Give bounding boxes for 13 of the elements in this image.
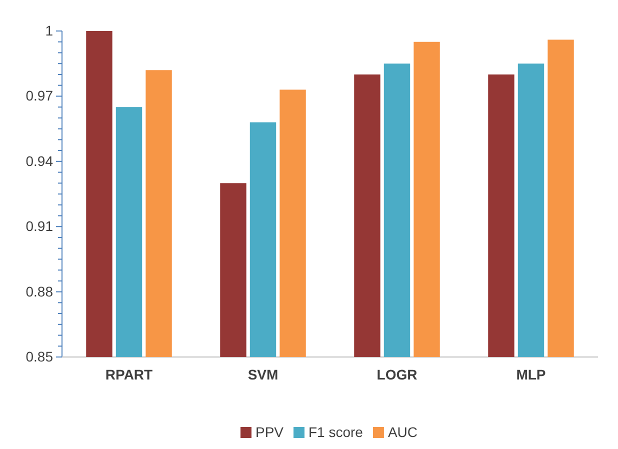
y-tick-label: 0.97 [26, 88, 54, 104]
legend-label: AUC [388, 424, 418, 440]
x-tick-label: LOGR [376, 366, 418, 383]
y-tick-label: 1 [45, 22, 54, 38]
y-tick-label: 0.88 [26, 283, 54, 300]
x-tick-label: MLP [516, 366, 546, 383]
legend-label: PPV [255, 424, 284, 440]
y-tick-label: 0.85 [26, 348, 54, 364]
y-tick-label: 0.94 [26, 152, 54, 169]
x-tick-label: SVM [248, 366, 278, 383]
x-tick-label: RPART [105, 366, 154, 383]
legend-label: F1 score [308, 424, 364, 440]
y-tick-label: 0.91 [26, 218, 54, 234]
